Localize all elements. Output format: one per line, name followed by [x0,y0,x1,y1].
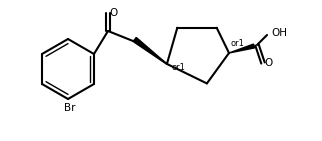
Text: Br: Br [64,103,76,113]
Text: or1: or1 [172,63,186,72]
Text: O: O [110,8,118,18]
Text: O: O [265,58,273,68]
Polygon shape [134,37,167,64]
Text: or1: or1 [230,38,244,48]
Text: OH: OH [271,28,287,38]
Polygon shape [229,44,254,53]
